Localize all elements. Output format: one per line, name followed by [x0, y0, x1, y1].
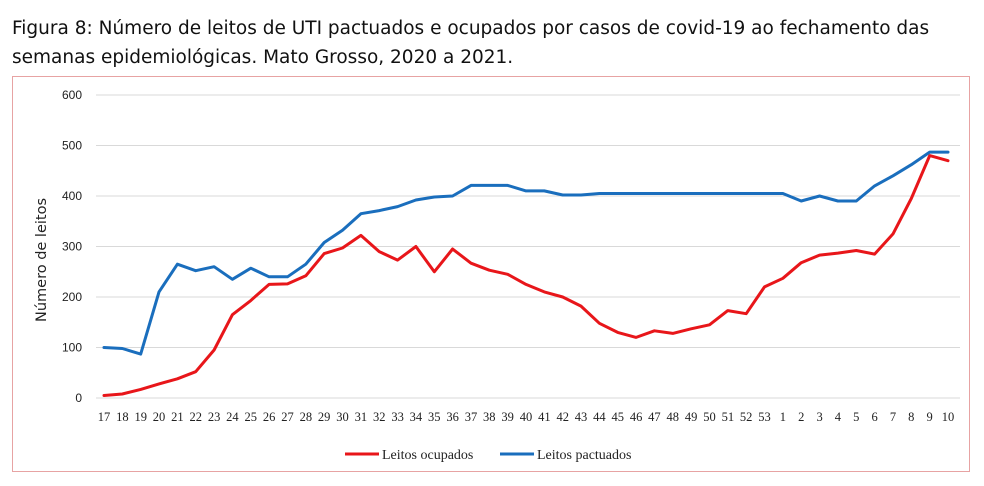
x-tick-label: 45 [611, 410, 624, 424]
x-tick-label: 5 [853, 410, 859, 424]
x-tick-label: 26 [263, 410, 276, 424]
y-tick-label: 300 [62, 240, 82, 254]
x-tick-label: 29 [318, 410, 331, 424]
x-tick-label: 47 [648, 410, 661, 424]
x-tick-label: 51 [722, 410, 735, 424]
gridlines [96, 94, 960, 399]
legend: Leitos ocupados Leitos pactuados [345, 448, 631, 463]
x-tick-label: 39 [501, 410, 514, 424]
x-tick-label: 53 [758, 410, 771, 424]
x-tick-label: 22 [189, 410, 202, 424]
x-tick-label: 36 [446, 410, 459, 424]
x-tick-label: 32 [373, 410, 386, 424]
y-tick-label: 400 [62, 189, 82, 203]
x-tick-label: 28 [300, 410, 313, 424]
x-tick-label: 19 [134, 410, 147, 424]
series-line-leitos-pactuados [102, 150, 950, 356]
x-tick-label: 52 [740, 410, 753, 424]
x-tick-label: 6 [871, 410, 877, 424]
x-tick-label: 17 [98, 410, 111, 424]
x-tick-label: 8 [908, 410, 914, 424]
x-tick-label: 9 [927, 410, 933, 424]
x-tick-label: 49 [685, 410, 698, 424]
x-tick-label: 46 [630, 410, 643, 424]
x-tick-label: 4 [835, 410, 842, 424]
x-axis-ticks: 17 18 19 20 21 22 23 24 25 26 27 28 29 30 31 32 33 34 35 36… [98, 410, 955, 424]
x-tick-label: 44 [593, 410, 606, 424]
x-tick-label: 27 [281, 410, 294, 424]
x-tick-label: 31 [355, 410, 368, 424]
x-tick-label: 18 [116, 410, 129, 424]
x-tick-label: 33 [391, 410, 404, 424]
y-tick-label: 500 [62, 139, 82, 153]
chart-frame [12, 76, 970, 472]
x-tick-label: 10 [942, 410, 955, 424]
series-lines [102, 150, 950, 397]
x-tick-label: 40 [520, 410, 533, 424]
y-tick-label: 0 [75, 391, 82, 405]
x-tick-label: 50 [703, 410, 716, 424]
x-tick-label: 42 [556, 410, 569, 424]
x-tick-label: 35 [428, 410, 441, 424]
legend-entry: Leitos pactuados [537, 448, 631, 463]
x-tick-label: 23 [208, 410, 221, 424]
y-axis-ticks: 0 100 200 300 400 500 600 [62, 88, 82, 405]
x-tick-label: 30 [336, 410, 349, 424]
x-tick-label: 38 [483, 410, 496, 424]
x-tick-label: 48 [667, 410, 680, 424]
legend-entry: Leitos ocupados [382, 448, 473, 463]
y-tick-label: 100 [62, 341, 82, 355]
x-tick-label: 21 [171, 410, 184, 424]
x-tick-label: 25 [245, 410, 258, 424]
x-tick-label: 24 [226, 410, 239, 424]
figure-caption: Figura 8: Número de leitos de UTI pactua… [12, 18, 930, 68]
x-tick-label: 20 [153, 410, 166, 424]
x-tick-label: 34 [410, 410, 423, 424]
y-tick-label: 200 [62, 290, 82, 304]
series-line-leitos-ocupados [102, 154, 950, 397]
x-tick-label: 43 [575, 410, 588, 424]
x-tick-label: 7 [890, 410, 896, 424]
x-tick-label: 1 [780, 410, 786, 424]
y-tick-label: 600 [62, 88, 82, 102]
x-tick-label: 37 [465, 410, 478, 424]
x-tick-label: 41 [538, 410, 551, 424]
x-tick-label: 3 [816, 410, 822, 424]
x-tick-label: 2 [798, 410, 804, 424]
y-axis-label: Número de leitos [34, 198, 50, 322]
